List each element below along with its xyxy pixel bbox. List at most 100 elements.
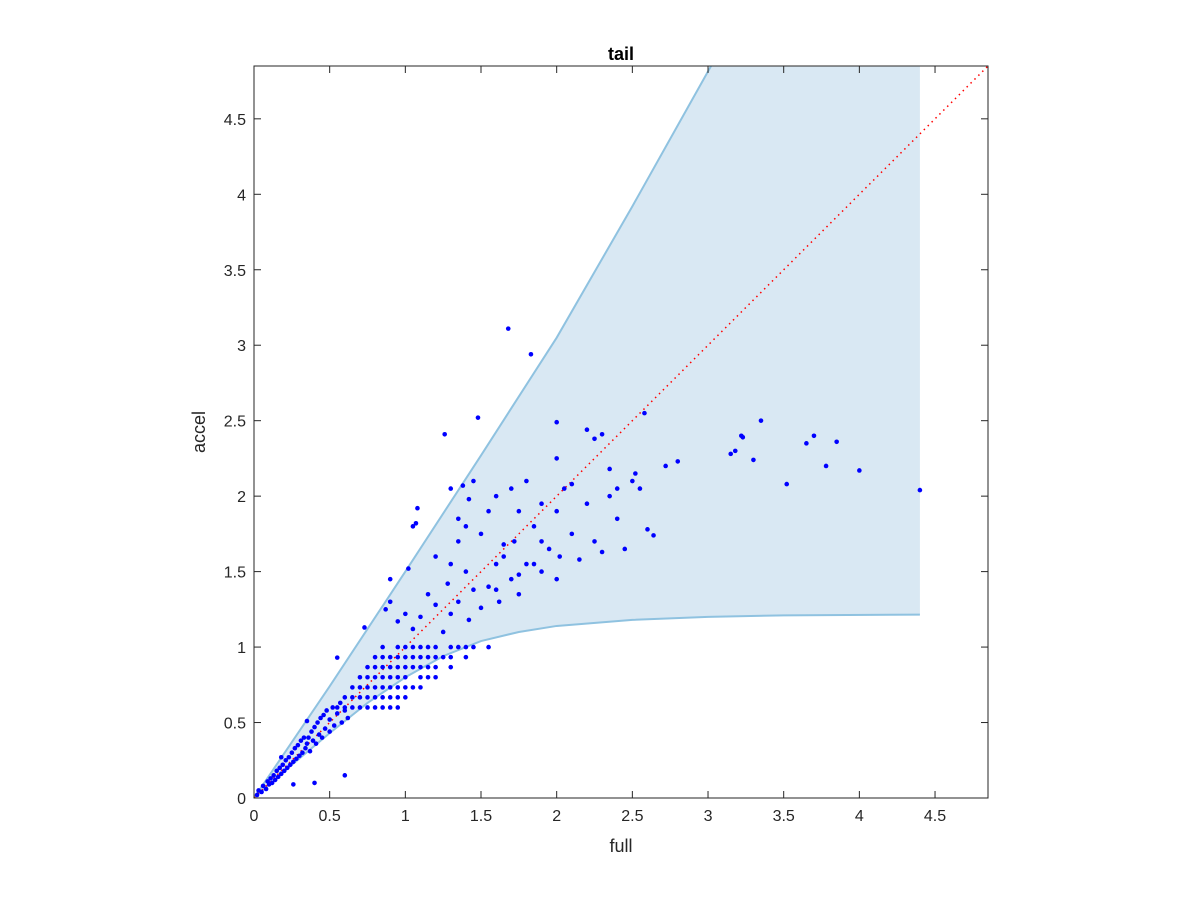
data-point <box>463 654 469 660</box>
data-point <box>486 584 491 590</box>
data-point <box>395 644 401 650</box>
data-point <box>387 674 393 680</box>
data-point <box>271 773 276 778</box>
data-point <box>804 441 809 446</box>
data-point <box>463 569 469 574</box>
data-point <box>309 729 314 734</box>
data-point <box>512 539 517 544</box>
y-tick-label: 1 <box>237 640 246 657</box>
y-tick-label: 1.5 <box>224 565 246 582</box>
data-point <box>442 431 447 437</box>
data-point <box>297 753 302 759</box>
data-point <box>539 501 544 506</box>
data-point <box>387 695 393 700</box>
data-point <box>310 738 316 743</box>
data-point <box>917 487 923 493</box>
data-point <box>315 720 320 725</box>
band-upper-edge <box>253 65 712 799</box>
data-point <box>448 664 454 670</box>
data-point <box>406 566 411 571</box>
data-point <box>466 496 472 502</box>
data-point <box>372 654 378 660</box>
data-point <box>663 463 668 469</box>
data-point <box>410 664 416 670</box>
data-point <box>569 481 575 487</box>
data-point <box>387 654 393 660</box>
data-point <box>380 654 385 660</box>
data-point <box>675 459 681 464</box>
data-point <box>471 644 476 650</box>
data-point <box>259 789 264 795</box>
data-point <box>334 705 340 710</box>
data-point <box>531 524 537 529</box>
x-tick-label: 2 <box>552 808 561 825</box>
data-point <box>614 486 620 491</box>
y-tick-label: 3 <box>237 338 246 355</box>
data-point <box>403 644 408 650</box>
data-point <box>633 471 638 476</box>
data-point <box>740 434 746 440</box>
data-point <box>425 654 431 660</box>
data-point <box>380 674 385 680</box>
data-point <box>395 674 401 680</box>
data-point <box>516 591 522 597</box>
chart-title: tail <box>608 44 634 64</box>
reference-line <box>253 65 989 799</box>
data-point <box>463 644 469 650</box>
data-point <box>448 654 454 660</box>
data-point <box>301 735 307 740</box>
data-point <box>445 581 451 586</box>
data-point <box>440 654 446 660</box>
data-point <box>260 783 266 789</box>
data-point <box>372 705 378 710</box>
data-point <box>403 664 408 670</box>
data-point <box>493 493 499 499</box>
data-point <box>303 745 308 751</box>
data-point <box>528 351 534 357</box>
data-point <box>337 700 343 706</box>
data-point <box>365 664 370 670</box>
data-point <box>410 654 416 660</box>
data-point <box>418 644 423 650</box>
data-point <box>607 466 612 472</box>
data-point <box>324 708 329 713</box>
data-point <box>531 561 537 567</box>
data-point <box>365 705 370 710</box>
x-tick-label: 4.5 <box>924 808 946 825</box>
data-point <box>284 765 290 771</box>
data-point <box>395 705 401 710</box>
data-point <box>857 468 862 473</box>
data-point <box>395 685 401 690</box>
data-point <box>584 501 590 506</box>
data-point <box>345 715 351 721</box>
data-point <box>478 531 484 537</box>
data-point <box>327 717 332 722</box>
data-point <box>322 726 328 731</box>
data-point <box>365 674 370 680</box>
data-point <box>295 742 301 748</box>
data-point <box>289 750 295 756</box>
data-point <box>387 705 393 710</box>
data-point <box>380 644 385 650</box>
y-axis-label: accel <box>189 411 209 453</box>
data-point <box>751 457 756 463</box>
data-point <box>758 418 764 423</box>
data-point <box>448 486 454 491</box>
data-point <box>440 629 446 635</box>
data-point <box>622 546 628 552</box>
data-point <box>357 674 363 680</box>
data-point <box>456 539 461 544</box>
data-point <box>380 664 385 670</box>
data-point <box>508 576 514 582</box>
data-point <box>554 576 559 582</box>
data-point <box>331 723 337 728</box>
y-tick-label: 2 <box>237 489 246 506</box>
data-point <box>286 754 292 760</box>
data-point <box>304 741 310 746</box>
data-point <box>501 542 507 547</box>
data-point <box>732 448 738 454</box>
data-point <box>350 695 355 700</box>
data-point <box>645 527 650 532</box>
data-point <box>278 754 284 760</box>
x-tick-label: 0 <box>250 808 259 825</box>
